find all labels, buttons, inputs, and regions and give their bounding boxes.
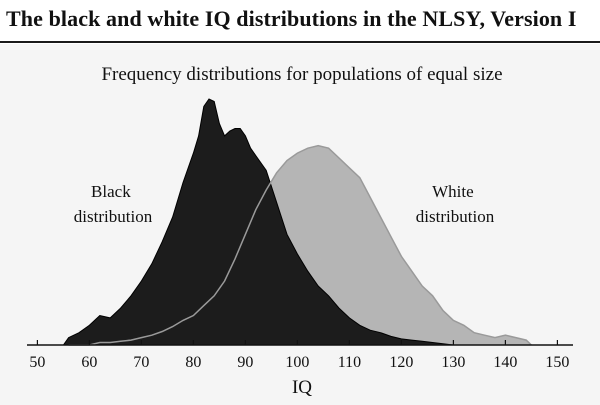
chart-title: Frequency distributions for populations … [101,64,502,85]
white-distribution-area [68,145,532,345]
x-tick-label: 140 [493,354,517,371]
white-series-label-line-2: distribution [416,207,495,226]
black-series-label-line-2: distribution [74,207,153,226]
x-tick-label: 90 [237,354,253,371]
x-tick-label: 110 [338,354,361,371]
x-tick-label: 70 [133,354,149,371]
white-series-label: White distribution [416,182,495,226]
black-series-label-line-1: Black [91,182,131,201]
x-tick-label: 50 [29,354,45,371]
title-divider [0,41,600,43]
x-axis-label: IQ [292,377,312,398]
black-series-label: Black distribution [74,182,153,226]
figure-title: The black and white IQ distributions in … [6,6,577,31]
x-axis-ticks: 50 60 70 80 90 100 110 120 130 140 150 [29,340,569,371]
x-tick-label: 60 [81,354,97,371]
x-tick-label: 130 [441,354,465,371]
black-distribution-area [62,98,454,346]
x-tick-label: 150 [545,354,569,371]
x-tick-label: 80 [185,354,201,371]
x-tick-label: 120 [389,354,413,371]
white-distribution-line [68,144,532,346]
x-tick-label: 100 [285,354,309,371]
white-series-label-line-1: White [432,182,474,201]
